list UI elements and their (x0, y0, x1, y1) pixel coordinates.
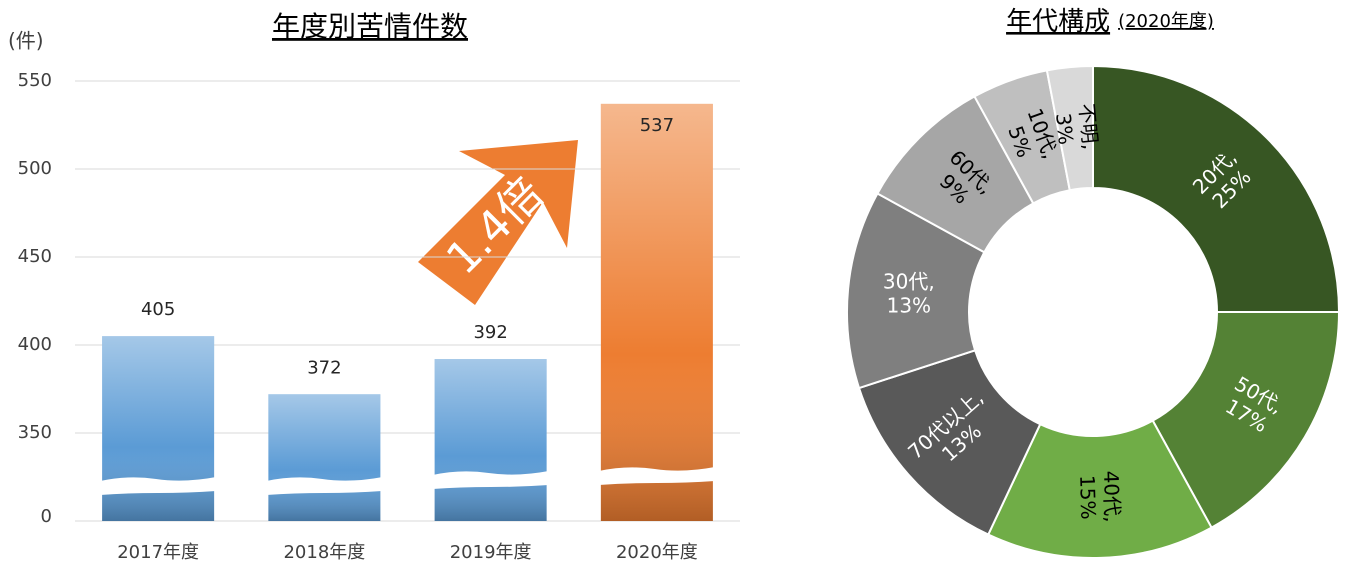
slice (1151, 311, 1341, 529)
slice-value: 15% (1076, 475, 1101, 520)
slice-label: 60代,9% (928, 145, 999, 216)
slice-label: 40代,15% (1076, 470, 1126, 523)
axis-break (598, 467, 715, 485)
y-tick-label: 0 (41, 506, 52, 527)
bar-shade (600, 103, 713, 521)
x-tick-label: 2020年度 (616, 542, 698, 563)
y-tick-label: 350 (18, 422, 52, 443)
donut-title: 年代構成 (2020年度) (1006, 7, 1214, 37)
slice (986, 419, 1213, 559)
x-tick-label: 2017年度 (117, 542, 199, 563)
slice (846, 192, 986, 390)
subtitle: (2020年度) (1118, 11, 1214, 32)
y-tick-label: 550 (18, 70, 52, 91)
axis-break (266, 477, 383, 495)
y-tick-label: 400 (18, 334, 52, 355)
slice-category: 30代, (883, 269, 935, 293)
slice-category: 40代, (1099, 470, 1125, 523)
value-label: 392 (473, 322, 507, 343)
value-label: 405 (141, 299, 175, 320)
y-axis-label: (件) (8, 29, 44, 53)
axis-break (432, 471, 549, 489)
slice-label: 不明,3% (1051, 102, 1103, 153)
slice-category: 不明, (1075, 102, 1103, 150)
bar-shade (268, 394, 381, 521)
growth-arrow: 1.4倍 (418, 140, 578, 305)
arrow-shape (418, 140, 578, 305)
slice (857, 349, 1042, 536)
slice (1045, 64, 1094, 192)
slice-label: 30代, 13% (883, 269, 935, 317)
value-label: 372 (307, 357, 341, 378)
x-tick-label: 2019年度 (450, 542, 532, 563)
title-text: 年代構成 (1006, 7, 1110, 37)
slice-label: 10代,5% (1000, 105, 1063, 170)
y-tick-label: 500 (18, 158, 52, 179)
slice-value: 3% (1052, 112, 1079, 146)
axis-break (100, 477, 217, 495)
slice-value: 13% (887, 293, 931, 317)
bar-title: 年度別苦情件数 (272, 10, 468, 43)
value-label: 537 (640, 115, 674, 136)
bar-shade (434, 359, 547, 521)
slice (1092, 64, 1341, 313)
x-tick-label: 2018年度 (283, 542, 365, 563)
y-tick-label: 450 (18, 246, 52, 267)
